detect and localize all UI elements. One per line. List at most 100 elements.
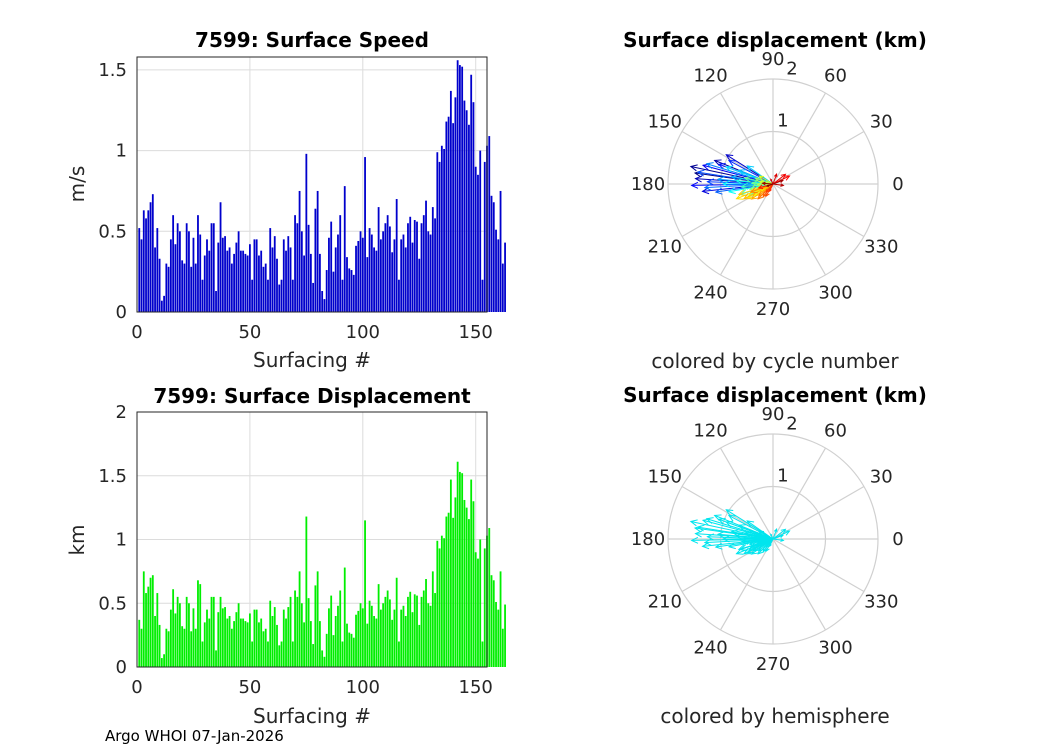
speed-bar-29: [201, 279, 204, 312]
displacement-bar-100: [361, 608, 364, 667]
displacement-bar-19: [179, 603, 181, 667]
displacement-ytick-label-4: 2: [116, 402, 127, 423]
polar-cycle-vector-head-43: [757, 192, 765, 200]
polar-cycle-vector-55: [762, 182, 774, 185]
speed-y-axis-label: m/s: [65, 166, 89, 203]
polar-cycle-vector-head-50: [780, 173, 787, 179]
speed-bar-141: [454, 97, 457, 312]
speed-bar-145: [463, 100, 466, 312]
polar-cycle-vector-head-14: [703, 183, 712, 191]
speed-bar-158: [492, 202, 495, 312]
speed-bar-131: [431, 207, 434, 312]
displacement-bar-32: [208, 618, 211, 667]
polar-cycle-angle-label-150: 150: [648, 112, 682, 133]
polar-hemisphere-vector-head-30: [754, 532, 762, 538]
speed-bar-38: [221, 237, 224, 312]
polar-hemisphere-vector-34: [759, 530, 774, 540]
displacement-y-axis-label: km: [65, 524, 89, 555]
speed-bar-107: [377, 207, 380, 312]
speed-bar-54: [258, 255, 260, 312]
displacement-bar-159: [495, 601, 497, 667]
speed-bar-110: [384, 223, 387, 312]
displacement-bar-119: [404, 616, 407, 667]
polar-hemisphere-vector-head-25: [740, 537, 749, 545]
displacement-bar-151: [477, 558, 479, 667]
polar-hemisphere-angle-label-300: 300: [818, 637, 852, 658]
speed-xtick-label-1: 50: [238, 322, 261, 343]
displacement-bar-120: [407, 596, 409, 667]
speed-bar-74: [303, 255, 305, 312]
polar-cycle-angle-label-30: 30: [870, 112, 893, 133]
displacement-bar-73: [300, 603, 303, 667]
displacement-bar-92: [343, 567, 346, 667]
polar-hemisphere-vector-head-37: [735, 548, 744, 555]
polar-cycle-vector-head-27: [743, 175, 752, 183]
displacement-bar-56: [262, 631, 265, 667]
speed-bar-96: [352, 274, 355, 312]
polar-cycle-vector-head-4: [694, 175, 703, 183]
speed-bar-95: [350, 270, 353, 312]
displacement-bar-70: [294, 590, 296, 667]
polar-cycle-vector-head-13: [714, 187, 723, 195]
displacement-bar-145: [463, 499, 466, 667]
displacement-bar-3: [142, 571, 145, 667]
displacement-bar-36: [217, 612, 220, 667]
displacement-bar-98: [357, 610, 360, 667]
speed-bar-120: [407, 223, 409, 312]
polar-hemisphere-vector-head-16: [716, 531, 725, 539]
polar-cycle-vector-head-17: [730, 174, 739, 182]
speed-bar-36: [217, 242, 220, 312]
speed-bar-37: [219, 202, 222, 312]
displacement-bar-35: [215, 650, 217, 667]
polar-hemisphere-vector-head-28: [750, 535, 758, 542]
polar-hemisphere-vector-head-11: [706, 533, 715, 541]
polar-hemisphere-vector-head-21: [721, 535, 730, 543]
speed-ytick-label-0: 0: [116, 302, 127, 323]
speed-bar-154: [483, 161, 486, 312]
displacement-bar-105: [373, 616, 375, 667]
speed-bar-126: [420, 223, 423, 312]
displacement-bar-67: [287, 607, 290, 667]
speed-bar-133: [436, 152, 439, 312]
speed-bar-94: [348, 268, 351, 312]
speed-bar-22: [185, 223, 188, 312]
displacement-bar-5: [147, 586, 150, 667]
speed-bar-42: [230, 263, 233, 312]
displacement-bar-49: [246, 622, 249, 667]
displacement-bar-127: [422, 590, 425, 667]
speed-bar-122: [411, 242, 414, 312]
displacement-bar-161: [499, 571, 502, 667]
displacement-xtick-label-2: 100: [346, 677, 380, 698]
speed-bar-25: [192, 237, 195, 312]
speed-bar-144: [461, 66, 464, 312]
speed-ytick-label-1: 0.5: [98, 221, 127, 242]
polar-hemisphere-angle-label-90: 90: [762, 404, 785, 425]
speed-bar-1: [138, 228, 141, 312]
speed-bar-75: [305, 153, 308, 312]
speed-bar-46: [239, 250, 242, 312]
speed-bar-90: [339, 215, 342, 312]
speed-bar-78: [312, 282, 315, 312]
polar-hemisphere-vector-head-14: [703, 538, 712, 546]
polar-cycle-vector-head-18: [737, 169, 746, 176]
displacement-bar-27: [197, 580, 199, 667]
speed-bar-48: [244, 253, 247, 312]
displacement-bar-17: [174, 613, 177, 667]
polar-cycle-angle-label-300: 300: [818, 282, 852, 303]
displacement-bar-57: [264, 628, 267, 667]
polar-cycle-labels: 0 30 60 90 120 150 180 210 240 270 300 330 1 2: [631, 49, 904, 320]
speed-bar-112: [389, 226, 391, 312]
polar-hemisphere-vector-head-13: [714, 542, 723, 550]
speed-bar-109: [382, 231, 385, 312]
polar-hemisphere-vector-head-38: [737, 544, 746, 552]
speed-bar-119: [404, 247, 407, 312]
polar-cycle-vector-head-9: [717, 163, 726, 170]
displacement-bar-142: [456, 461, 459, 667]
speed-bar-18: [176, 223, 179, 312]
displacement-bar-29: [201, 641, 204, 667]
displacement-bar-125: [418, 624, 421, 667]
displacement-ytick-label-3: 1.5: [98, 466, 127, 487]
speed-xtick-label-0: 0: [131, 322, 142, 343]
polar-cycle-angle-label-240: 240: [693, 282, 727, 303]
speed-bar-81: [319, 253, 321, 312]
